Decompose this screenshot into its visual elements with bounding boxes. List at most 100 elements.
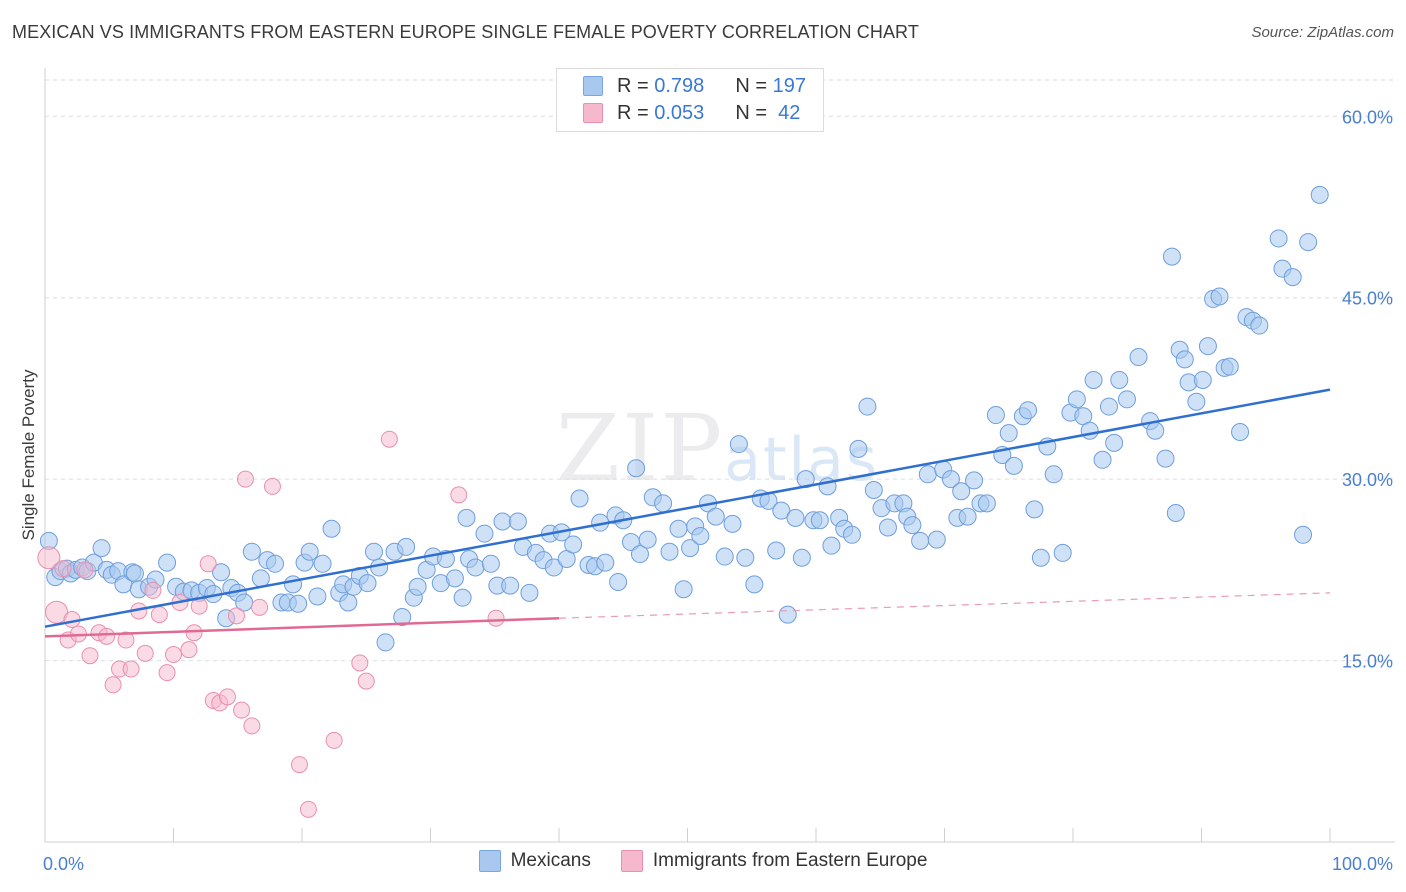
data-point-mexicans (596, 553, 615, 572)
data-point-mexicans (158, 553, 177, 572)
data-point-mexicans (706, 507, 725, 526)
data-point-eastern-europe (233, 701, 251, 719)
data-point-mexicans (723, 514, 742, 533)
data-point-mexicans (1231, 422, 1250, 441)
legend-swatch-eastern-europe (620, 850, 643, 872)
data-point-eastern-europe (199, 555, 217, 573)
legend-r-value: 0.798 (654, 74, 705, 97)
data-point-mexicans (1084, 370, 1103, 389)
y-tick-label: 45.0% (1342, 289, 1393, 309)
chart-title: MEXICAN VS IMMIGRANTS FROM EASTERN EUROP… (12, 22, 919, 42)
data-point-mexicans (736, 548, 755, 567)
source-label: Source: ZipAtlas.com (1251, 24, 1394, 41)
data-point-mexicans (370, 558, 389, 577)
data-point-mexicans (630, 545, 649, 564)
data-point-eastern-europe (185, 624, 203, 642)
data-point-eastern-europe (54, 560, 72, 578)
data-point-mexicans (1220, 357, 1239, 376)
watermark: ZIPatlas (556, 395, 879, 502)
data-point-eastern-europe (76, 561, 94, 579)
data-point-mexicans (941, 470, 960, 489)
data-point-mexicans (1166, 504, 1185, 523)
data-point-eastern-europe (81, 647, 99, 665)
legend-r-value: 0.053 (654, 101, 705, 124)
data-point-eastern-europe (351, 654, 369, 672)
data-point-mexicans (767, 541, 786, 560)
data-point-mexicans (778, 605, 797, 624)
legend-swatch-mexicans (478, 850, 501, 872)
data-point-mexicans (1299, 233, 1318, 252)
data-point-mexicans (1187, 392, 1206, 411)
data-point-mexicans (300, 542, 319, 561)
axes (44, 68, 1395, 843)
trend-lines (44, 388, 1331, 638)
legend-item-eastern-europe: Immigrants from Eastern Europe (620, 850, 927, 872)
data-point-mexicans (408, 577, 427, 596)
data-point-mexicans (1031, 548, 1050, 567)
y-axis-label: Single Female Poverty (19, 369, 38, 541)
data-point-mexicans (638, 530, 657, 549)
data-point-mexicans (453, 588, 472, 607)
data-point-mexicans (691, 526, 710, 545)
data-point-mexicans (1025, 500, 1044, 519)
data-point-eastern-europe (227, 607, 245, 625)
data-point-mexicans (364, 542, 383, 561)
data-point-mexicans (1044, 465, 1063, 484)
data-point-mexicans (520, 583, 539, 602)
series-eastern-europe-points (37, 430, 505, 818)
data-point-mexicans (322, 519, 341, 538)
data-point-eastern-europe (263, 477, 281, 495)
data-point-mexicans (242, 542, 261, 561)
data-point-mexicans (849, 439, 868, 458)
data-point-mexicans (445, 569, 464, 588)
data-point-mexicans (1053, 543, 1072, 562)
data-point-mexicans (911, 531, 930, 550)
x-tick-label: 100.0% (1332, 854, 1393, 874)
data-point-mexicans (1250, 316, 1269, 335)
data-point-mexicans (125, 564, 144, 583)
legend-item-mexicans: Mexicans (478, 850, 591, 872)
x-tick-label: 0.0% (43, 854, 84, 874)
data-point-mexicans (397, 537, 416, 556)
data-point-mexicans (1019, 401, 1038, 420)
data-point-mexicans (842, 525, 861, 544)
data-point-mexicans (481, 554, 500, 573)
data-point-mexicans (822, 536, 841, 555)
legend-n-value: 197 (772, 74, 806, 97)
data-point-mexicans (958, 507, 977, 526)
data-point-eastern-europe (290, 756, 308, 774)
data-point-mexicans (358, 574, 377, 593)
data-point-mexicans (1175, 350, 1194, 369)
data-point-mexicans (313, 554, 332, 573)
data-point-mexicans (681, 539, 700, 558)
grid-lines (45, 79, 1395, 662)
data-point-eastern-europe (117, 631, 135, 649)
data-point-eastern-europe (243, 717, 261, 735)
data-point-mexicans (544, 558, 563, 577)
data-point-mexicans (1110, 370, 1129, 389)
data-point-mexicans (393, 608, 412, 627)
legend-swatch-blue (583, 76, 603, 96)
data-point-mexicans (1310, 185, 1329, 204)
watermark-zip: ZIP (556, 395, 725, 502)
data-point-mexicans (609, 572, 628, 591)
data-point-mexicans (284, 575, 303, 594)
data-point-eastern-europe (236, 470, 254, 488)
data-point-mexicans (1105, 433, 1124, 452)
legend-label-mexicans: Mexicans (510, 850, 591, 871)
data-point-mexicans (786, 508, 805, 527)
data-point-eastern-europe (150, 606, 168, 624)
y-tick-label: 15.0% (1342, 652, 1393, 672)
legend-swatch-pink (583, 103, 603, 123)
data-point-mexicans (570, 489, 589, 508)
data-point-mexicans (1093, 450, 1112, 469)
data-point-mexicans (792, 548, 811, 567)
data-point-mexicans (1294, 525, 1313, 544)
data-point-mexicans (654, 494, 673, 513)
data-point-mexicans (1129, 347, 1148, 366)
data-point-mexicans (339, 593, 358, 612)
data-point-mexicans (289, 594, 308, 613)
data-point-eastern-europe (165, 646, 182, 664)
data-point-mexicans (1067, 390, 1086, 409)
